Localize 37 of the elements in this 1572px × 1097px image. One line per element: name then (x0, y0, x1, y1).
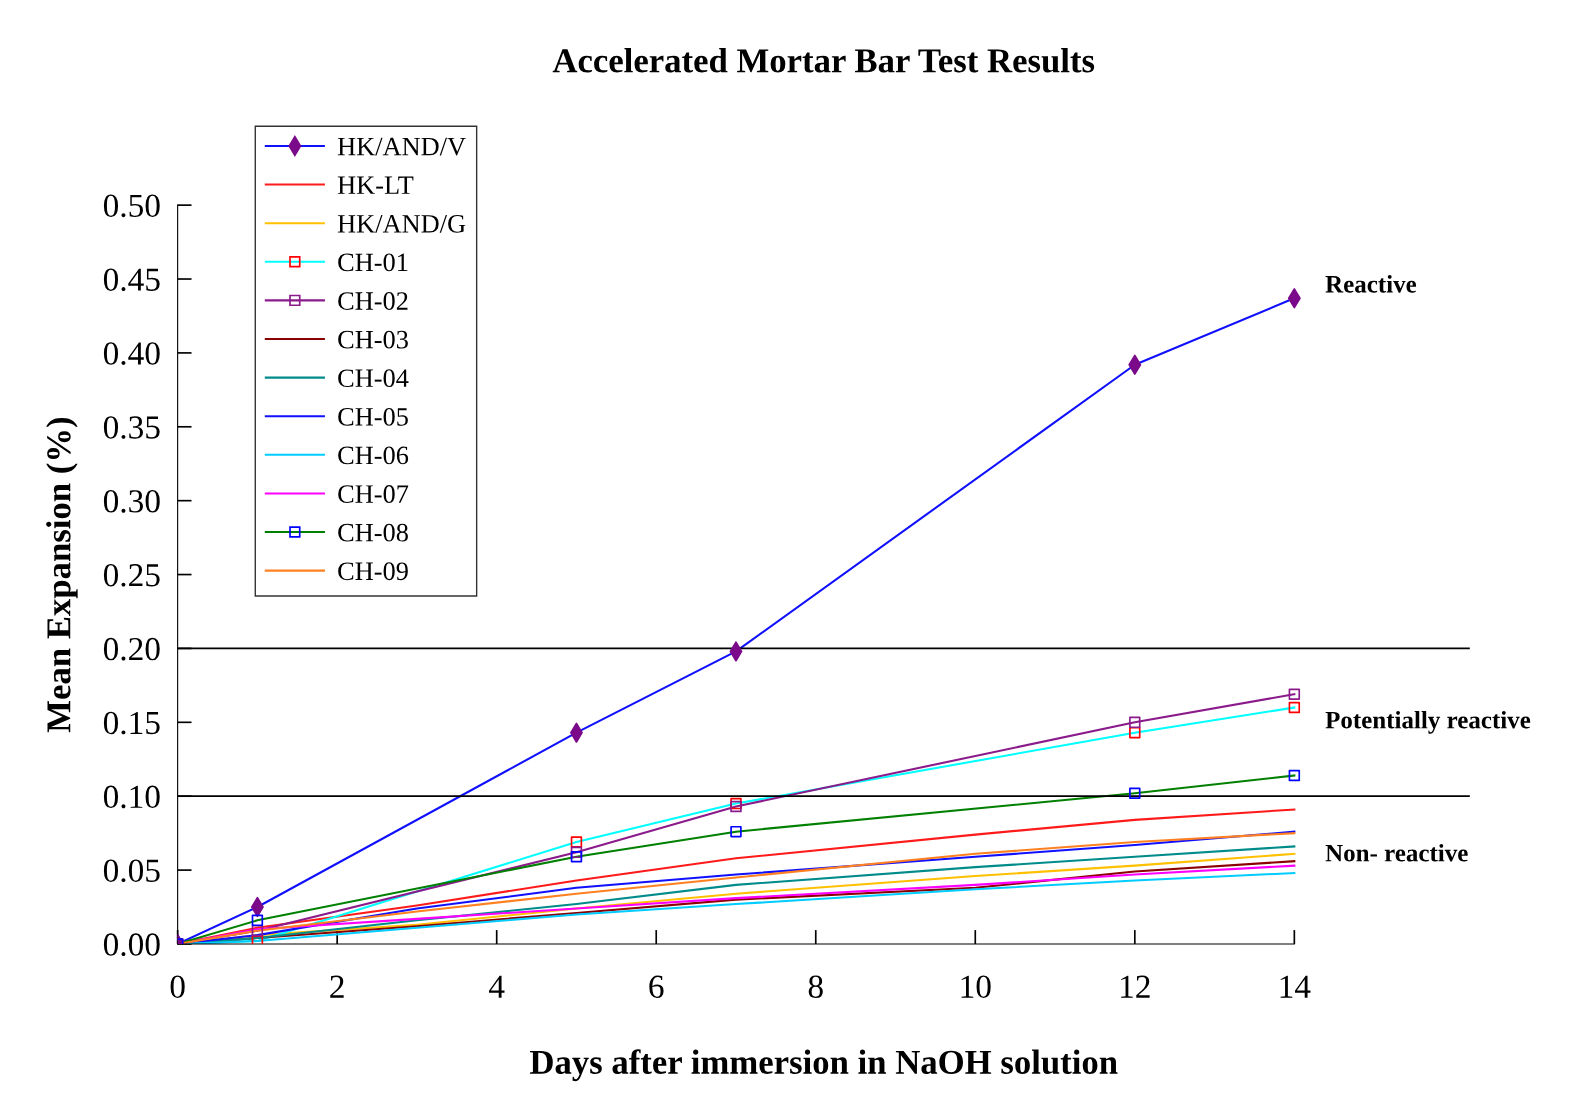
y-tick-label: 0.15 (103, 711, 160, 735)
y-tick-label: 0.25 (103, 563, 160, 587)
chart-title: Accelerated Mortar Bar Test Results (552, 48, 1095, 73)
x-tick-label: 6 (649, 975, 664, 998)
legend-label: CH-09 (338, 562, 408, 581)
annotation: Non- reactive (1325, 843, 1468, 862)
y-tick-label: 0.20 (103, 637, 160, 661)
annotation: Reactive (1325, 275, 1417, 293)
y-tick-label: 0.30 (103, 490, 160, 513)
legend-label: CH-01 (338, 253, 408, 272)
annotation: Potentially reactive (1325, 710, 1531, 734)
y-tick-label: 0.35 (103, 416, 160, 439)
legend-label: CH-04 (338, 369, 409, 388)
x-tick-label: 4 (489, 975, 505, 998)
x-tick-label: 12 (1121, 975, 1150, 998)
legend-label: CH-03 (338, 330, 408, 349)
y-tick-label: 0.10 (103, 785, 160, 809)
x-tick-label: 8 (808, 975, 823, 998)
x-axis-title: Days after immersion in NaOH solution (530, 1049, 1118, 1082)
y-tick-label: 0.05 (103, 859, 160, 883)
y-tick-label: 0.45 (103, 268, 160, 292)
y-tick-label: 0.40 (103, 342, 160, 365)
legend-label: CH-06 (338, 446, 409, 465)
legend-label: HK/AND/G (337, 214, 466, 233)
x-tick-label: 10 (961, 975, 991, 998)
x-tick-label: 14 (1280, 975, 1311, 998)
legend-label: HK-LT (337, 176, 414, 194)
legend-label: CH-02 (338, 292, 408, 310)
legend-label: CH-07 (338, 485, 409, 503)
x-tick-label: 2 (330, 975, 344, 998)
y-tick-label: 0.50 (103, 194, 160, 218)
x-tick-label: 0 (170, 975, 185, 998)
legend-label: HK/AND/V (337, 137, 466, 156)
legend-label: CH-08 (338, 523, 408, 542)
legend-label: CH-05 (338, 407, 408, 426)
y-tick-label: 0.00 (103, 933, 160, 957)
y-axis-title: Mean Expansion (%) (46, 417, 78, 733)
